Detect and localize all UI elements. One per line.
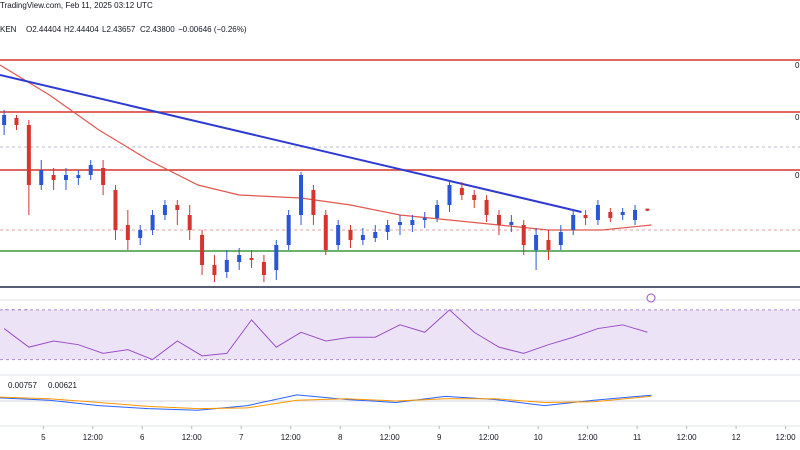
candle-body bbox=[187, 215, 192, 230]
candle-body bbox=[138, 230, 143, 238]
candle-body bbox=[39, 170, 44, 185]
header-source: TradingView.com, Feb 11, 2025 03:12 UTC bbox=[0, 1, 153, 10]
price-label: 0. bbox=[795, 171, 800, 180]
header-high: H2.44404 bbox=[64, 25, 99, 34]
x-tick-label: 12:00 bbox=[578, 433, 599, 442]
candle-body bbox=[484, 200, 489, 215]
x-tick-label: 5 bbox=[41, 433, 46, 442]
x-tick-label: 12:00 bbox=[281, 433, 302, 442]
header-symbol: KEN bbox=[0, 25, 17, 34]
candle-body bbox=[398, 222, 402, 225]
candle-body bbox=[496, 215, 501, 225]
candle-body bbox=[571, 215, 576, 230]
candle-body bbox=[558, 232, 563, 245]
candle-body bbox=[125, 225, 130, 240]
candle-body bbox=[373, 232, 378, 238]
candle-body bbox=[237, 255, 242, 262]
candle-body bbox=[14, 118, 19, 125]
x-tick-label: 12:00 bbox=[182, 433, 203, 442]
candle-body bbox=[348, 230, 353, 240]
candle-body bbox=[472, 195, 477, 200]
candle-body bbox=[385, 225, 390, 232]
candle-body bbox=[311, 190, 316, 215]
x-tick-label: 9 bbox=[437, 433, 442, 442]
x-tick-label: 10 bbox=[534, 433, 543, 442]
x-tick-label: 12 bbox=[732, 433, 741, 442]
macd-label: 0.00621 bbox=[48, 381, 77, 390]
candle-body bbox=[76, 175, 81, 178]
x-tick-label: 7 bbox=[239, 433, 244, 442]
x-tick-label: 11 bbox=[633, 433, 642, 442]
x-tick-label: 6 bbox=[140, 433, 145, 442]
rsi-line bbox=[3, 309, 648, 361]
rsi-band bbox=[0, 309, 800, 360]
x-tick-label: 12:00 bbox=[479, 433, 500, 442]
candle-body bbox=[63, 175, 68, 180]
header-change: −0.00646 (−0.26%) bbox=[178, 25, 247, 34]
candle-body bbox=[113, 190, 118, 230]
macd-line bbox=[0, 394, 652, 411]
candle-body bbox=[88, 165, 93, 175]
candle-body bbox=[633, 210, 638, 220]
icon-circle[interactable] bbox=[646, 293, 656, 303]
candle-body bbox=[521, 225, 526, 245]
header-close: C2.43800 bbox=[140, 25, 175, 34]
candle-body bbox=[249, 258, 254, 260]
candle-body bbox=[150, 215, 155, 230]
moving-average bbox=[0, 64, 652, 231]
macd-line bbox=[0, 395, 652, 410]
x-tick-label: 8 bbox=[338, 433, 343, 442]
candle-body bbox=[101, 168, 106, 185]
candle-body bbox=[608, 212, 613, 218]
candle-body bbox=[447, 185, 452, 205]
price-label: 0. bbox=[795, 113, 800, 122]
candle-body bbox=[583, 215, 588, 218]
candle-body bbox=[336, 225, 341, 245]
candle-body bbox=[534, 235, 539, 250]
candle-body bbox=[162, 205, 167, 215]
x-tick-label: 12:00 bbox=[677, 433, 698, 442]
candle-body bbox=[175, 205, 180, 210]
candle-body bbox=[2, 115, 7, 125]
price-label: 0. bbox=[795, 61, 800, 70]
macd-label: 0.00757 bbox=[8, 381, 37, 390]
candle-body bbox=[360, 235, 365, 240]
candle-body bbox=[410, 220, 415, 225]
x-tick-label: 12:00 bbox=[776, 433, 797, 442]
x-tick-label: 12:00 bbox=[83, 433, 104, 442]
header-low: L2.43657 bbox=[102, 25, 136, 34]
candle-body bbox=[435, 205, 440, 218]
candle-body bbox=[546, 240, 551, 250]
candle-body bbox=[645, 208, 650, 211]
candle-body bbox=[620, 212, 625, 215]
candle-body bbox=[459, 188, 464, 195]
candle-body bbox=[212, 265, 217, 275]
header-open: O2.44404 bbox=[26, 25, 62, 34]
reset-icon[interactable] bbox=[646, 293, 656, 303]
candle-body bbox=[26, 125, 31, 185]
x-tick-label: 12:00 bbox=[380, 433, 401, 442]
candle-body bbox=[299, 175, 304, 215]
candle-body bbox=[51, 175, 56, 180]
candle-body bbox=[286, 215, 291, 245]
candle-body bbox=[224, 260, 229, 272]
candle-body bbox=[595, 205, 600, 220]
candle-body bbox=[509, 222, 514, 225]
candle-body bbox=[422, 218, 427, 220]
trend-line bbox=[0, 74, 582, 213]
candle-body bbox=[274, 245, 279, 270]
candle-body bbox=[261, 262, 266, 275]
candle-body bbox=[323, 215, 328, 250]
candle-body bbox=[200, 235, 205, 265]
